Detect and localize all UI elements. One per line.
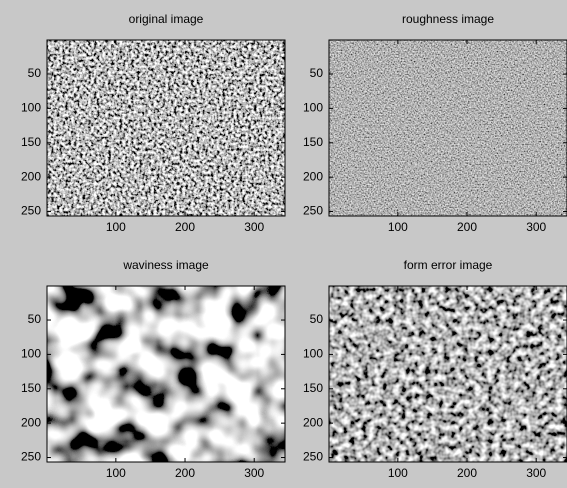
image bbox=[47, 286, 285, 462]
image bbox=[329, 286, 567, 462]
subplot-title: roughness image bbox=[402, 12, 494, 26]
page: original image 100 200 300 50 100 150 200 250 rou… bbox=[0, 0, 567, 488]
y-tick-label: 50 bbox=[28, 312, 42, 326]
y-tick-label: 100 bbox=[303, 347, 323, 361]
x-tick-label: 300 bbox=[244, 466, 264, 480]
x-tick-label: 300 bbox=[526, 466, 546, 480]
y-tick-label: 100 bbox=[21, 101, 41, 115]
y-tick-label: 50 bbox=[28, 66, 42, 80]
y-tick-label: 250 bbox=[21, 204, 41, 218]
image bbox=[329, 40, 567, 216]
x-tick-label: 100 bbox=[388, 466, 408, 480]
y-tick-label: 150 bbox=[303, 135, 323, 149]
figure: original image 100 200 300 50 100 150 200 250 rou… bbox=[0, 0, 567, 488]
y-tick-label: 250 bbox=[303, 450, 323, 464]
y-tick-label: 200 bbox=[21, 415, 41, 429]
x-tick-label: 100 bbox=[106, 220, 126, 234]
x-tick-label: 300 bbox=[526, 220, 546, 234]
x-tick-label: 200 bbox=[457, 466, 477, 480]
x-tick-label: 200 bbox=[175, 466, 195, 480]
y-tick-label: 150 bbox=[21, 381, 41, 395]
y-tick-label: 150 bbox=[303, 381, 323, 395]
y-tick-label: 100 bbox=[303, 101, 323, 115]
y-tick-label: 250 bbox=[21, 450, 41, 464]
subplot-title: original image bbox=[129, 12, 204, 26]
x-tick-label: 200 bbox=[457, 220, 477, 234]
y-tick-label: 100 bbox=[21, 347, 41, 361]
y-tick-label: 200 bbox=[303, 169, 323, 183]
y-tick-label: 50 bbox=[310, 66, 324, 80]
y-tick-label: 200 bbox=[303, 415, 323, 429]
image bbox=[47, 40, 285, 216]
y-tick-label: 200 bbox=[21, 169, 41, 183]
x-tick-label: 300 bbox=[244, 220, 264, 234]
y-tick-label: 250 bbox=[303, 204, 323, 218]
subplot-title: waviness image bbox=[122, 258, 209, 272]
x-tick-label: 100 bbox=[106, 466, 126, 480]
y-tick-label: 50 bbox=[310, 312, 324, 326]
subplot-title: form error image bbox=[404, 258, 493, 272]
x-tick-label: 100 bbox=[388, 220, 408, 234]
y-tick-label: 150 bbox=[21, 135, 41, 149]
x-tick-label: 200 bbox=[175, 220, 195, 234]
